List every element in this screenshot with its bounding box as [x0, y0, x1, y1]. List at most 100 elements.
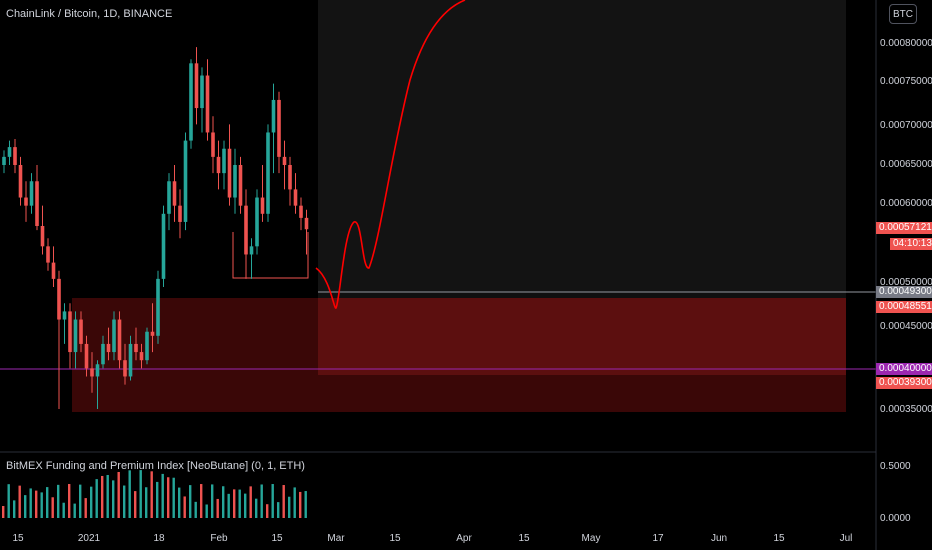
candle-body: [46, 246, 50, 263]
funding-bar: [183, 496, 186, 518]
funding-bar: [299, 491, 302, 518]
funding-bar: [271, 484, 274, 518]
chart-title: ChainLink / Bitcoin, 1D, BINANCE: [6, 8, 173, 20]
candle-body: [84, 343, 89, 369]
funding-bar: [84, 498, 87, 518]
x-tick: 15: [518, 533, 530, 544]
funding-bar: [90, 486, 93, 518]
funding-bar: [167, 477, 170, 518]
projection-area: [318, 0, 846, 292]
candle-body: [68, 311, 72, 353]
x-tick: Apr: [456, 533, 472, 544]
x-tick: 15: [12, 533, 24, 544]
funding-bar: [35, 490, 38, 518]
zone-top-tag: 0.00048551: [876, 301, 932, 313]
candle-body: [282, 156, 287, 165]
funding-bar: [293, 487, 296, 518]
candle-body: [101, 343, 105, 365]
candle-body: [79, 319, 83, 344]
candle-body: [216, 156, 221, 174]
funding-bar: [211, 484, 214, 518]
x-tick: Mar: [327, 533, 345, 544]
y-tick: 0.00075000: [880, 76, 932, 87]
funding-bar: [134, 491, 137, 518]
purple-line-tag: 0.00040000: [876, 363, 932, 375]
funding-bar: [260, 484, 263, 518]
funding-bar: [51, 497, 54, 518]
candle-body: [172, 181, 177, 206]
funding-bar: [233, 489, 236, 518]
indicator-title: BitMEX Funding and Premium Index [NeoBut…: [6, 460, 305, 472]
candle-body: [288, 165, 292, 190]
candle-body: [57, 278, 61, 320]
candle-body: [18, 165, 23, 198]
funding-bar: [282, 485, 285, 518]
candle-body: [95, 364, 100, 377]
candle-body: [255, 197, 259, 247]
funding-bar: [277, 502, 280, 518]
candle-body: [205, 75, 210, 133]
funding-bar: [178, 487, 181, 518]
candle-body: [277, 99, 281, 157]
candle-body: [293, 189, 298, 206]
funding-bar: [24, 495, 27, 518]
last-price-tag: 0.00057121: [876, 222, 932, 234]
funding-bar: [145, 487, 148, 518]
funding-bar: [123, 485, 126, 518]
funding-bar: [139, 470, 142, 518]
funding-bar: [222, 486, 225, 518]
candle-body: [156, 278, 160, 336]
candle-body: [40, 226, 45, 247]
funding-bar: [227, 493, 230, 518]
candle-body: [299, 205, 303, 218]
funding-bar: [249, 486, 252, 518]
grey-line-tag: 0.00049300: [876, 286, 932, 298]
candle-body: [238, 165, 243, 206]
funding-bar: [79, 484, 82, 518]
projection-path: [315, 0, 466, 309]
candle-body: [271, 99, 276, 133]
candle-body: [178, 205, 182, 222]
candle-body: [51, 262, 56, 279]
candle-body: [167, 181, 171, 214]
candle-body: [244, 205, 248, 255]
funding-bar: [106, 474, 109, 518]
funding-bar: [95, 479, 98, 518]
candle-body: [145, 331, 149, 361]
candle-body: [227, 148, 232, 198]
y-tick: 0.00035000: [880, 404, 932, 415]
candle-body: [13, 147, 17, 165]
candle-body: [73, 319, 78, 353]
candle-body: [90, 368, 94, 377]
funding-bar: [194, 501, 197, 518]
candle-body: [189, 63, 193, 141]
funding-bar: [150, 471, 153, 518]
x-tick: 15: [389, 533, 401, 544]
funding-bar: [156, 481, 159, 518]
candle-body: [161, 213, 166, 279]
funding-bar: [172, 477, 175, 518]
candle-body: [222, 148, 226, 174]
funding-bar: [117, 471, 120, 518]
candle-body: [106, 343, 111, 353]
funding-bar: [304, 491, 307, 518]
currency-button[interactable]: BTC: [889, 4, 917, 24]
funding-bar: [288, 496, 291, 518]
candle-body: [24, 197, 28, 206]
candle-body: [29, 181, 34, 206]
x-tick: Jul: [839, 533, 853, 544]
candle-body: [134, 343, 138, 353]
x-tick: 18: [153, 533, 165, 544]
candle-body: [249, 246, 254, 255]
y-tick: 0.00060000: [880, 198, 932, 209]
funding-bar: [255, 498, 258, 518]
funding-bar: [189, 485, 192, 518]
candle-body: [123, 360, 127, 377]
funding-bar: [18, 485, 21, 518]
funding-bar: [216, 498, 219, 518]
x-tick: 17: [652, 533, 664, 544]
funding-bar: [266, 504, 269, 518]
candle-body: [211, 132, 215, 157]
funding-bar: [161, 473, 164, 518]
